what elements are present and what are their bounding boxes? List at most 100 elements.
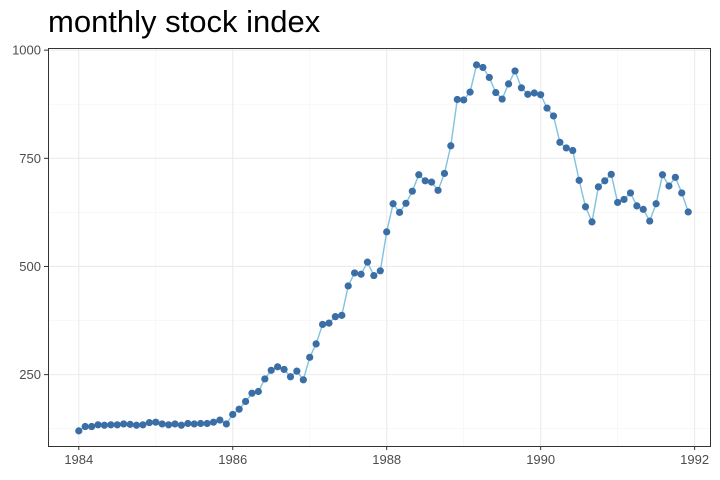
data-point bbox=[543, 104, 551, 112]
data-point bbox=[537, 91, 545, 99]
data-point bbox=[81, 422, 89, 431]
data-point bbox=[280, 365, 288, 374]
data-point bbox=[139, 421, 147, 429]
x-tick-label: 1986 bbox=[218, 452, 247, 467]
data-point bbox=[75, 427, 83, 435]
data-point bbox=[203, 419, 211, 428]
axes: 1984 1986 1988 1990 1992 250 500 750 1000 bbox=[12, 43, 709, 467]
data-point bbox=[152, 418, 160, 426]
y-tick-label: 250 bbox=[19, 367, 41, 382]
data-point bbox=[517, 84, 526, 92]
data-point bbox=[197, 419, 205, 428]
x-tick-label: 1984 bbox=[64, 452, 93, 467]
data-point bbox=[318, 320, 327, 329]
data-point bbox=[94, 421, 102, 429]
data-point bbox=[376, 267, 384, 275]
data-point bbox=[325, 319, 333, 327]
data-point bbox=[671, 173, 679, 181]
data-point bbox=[113, 421, 121, 429]
data-point bbox=[652, 200, 660, 208]
y-tick-label: 1000 bbox=[12, 43, 41, 58]
data-point bbox=[107, 421, 115, 429]
data-point bbox=[171, 420, 179, 428]
data-point bbox=[601, 177, 609, 185]
data-point bbox=[209, 418, 218, 426]
data-point bbox=[338, 311, 346, 319]
data-point bbox=[633, 202, 641, 210]
y-tick-label: 500 bbox=[19, 259, 41, 274]
data-point bbox=[498, 95, 506, 103]
data-point bbox=[492, 88, 500, 97]
data-point bbox=[299, 376, 307, 384]
data-point bbox=[293, 367, 301, 375]
data-point bbox=[132, 421, 141, 429]
data-point bbox=[421, 177, 429, 185]
data-point bbox=[485, 73, 493, 82]
data-point bbox=[331, 313, 339, 321]
data-point bbox=[415, 171, 423, 179]
data-point bbox=[88, 422, 96, 431]
data-point bbox=[434, 186, 442, 194]
data-series bbox=[75, 61, 692, 435]
data-point bbox=[658, 171, 667, 179]
data-point bbox=[447, 142, 455, 150]
data-point bbox=[344, 282, 352, 290]
data-point bbox=[607, 170, 615, 178]
panel-border bbox=[48, 48, 711, 447]
data-point bbox=[440, 169, 449, 178]
x-tick-label: 1988 bbox=[372, 452, 401, 467]
data-point bbox=[549, 112, 558, 120]
data-point bbox=[350, 269, 359, 277]
data-point bbox=[460, 96, 468, 104]
data-point bbox=[165, 421, 173, 429]
data-point bbox=[248, 389, 256, 397]
data-point bbox=[665, 182, 673, 190]
chart-title: monthly stock index bbox=[48, 4, 321, 39]
data-point bbox=[241, 397, 250, 406]
data-point bbox=[190, 420, 198, 428]
data-point bbox=[389, 200, 397, 208]
data-point bbox=[530, 89, 538, 97]
data-point bbox=[254, 387, 262, 396]
data-point bbox=[562, 144, 570, 152]
data-point bbox=[581, 203, 590, 211]
data-point bbox=[261, 375, 269, 383]
data-point bbox=[479, 63, 487, 72]
data-point bbox=[524, 90, 532, 98]
data-point bbox=[286, 373, 295, 381]
data-point bbox=[274, 363, 282, 371]
data-point bbox=[427, 178, 436, 186]
data-point bbox=[402, 199, 410, 207]
data-point bbox=[684, 208, 692, 216]
data-point bbox=[408, 187, 416, 195]
y-tick-label: 750 bbox=[19, 151, 41, 166]
series-line bbox=[78, 63, 689, 432]
data-point bbox=[216, 416, 224, 424]
x-tick-label: 1992 bbox=[680, 452, 709, 467]
gridlines bbox=[48, 48, 710, 446]
data-point bbox=[158, 420, 166, 428]
data-point bbox=[639, 205, 647, 213]
data-point bbox=[383, 228, 391, 236]
data-point bbox=[395, 208, 404, 216]
data-point bbox=[614, 198, 622, 207]
data-point bbox=[504, 80, 513, 88]
data-point bbox=[126, 420, 134, 428]
data-point bbox=[588, 218, 596, 226]
data-point bbox=[569, 146, 577, 155]
data-point bbox=[145, 419, 153, 427]
data-point bbox=[556, 138, 564, 146]
data-point bbox=[267, 366, 275, 374]
data-point bbox=[306, 353, 314, 361]
data-point bbox=[453, 95, 461, 104]
data-point bbox=[120, 420, 128, 428]
data-point bbox=[357, 270, 365, 278]
data-point bbox=[511, 67, 519, 75]
data-point bbox=[466, 88, 474, 96]
data-point bbox=[620, 195, 628, 204]
data-point bbox=[235, 405, 243, 413]
data-point bbox=[472, 61, 481, 69]
data-point bbox=[312, 340, 320, 348]
data-point bbox=[678, 189, 686, 197]
